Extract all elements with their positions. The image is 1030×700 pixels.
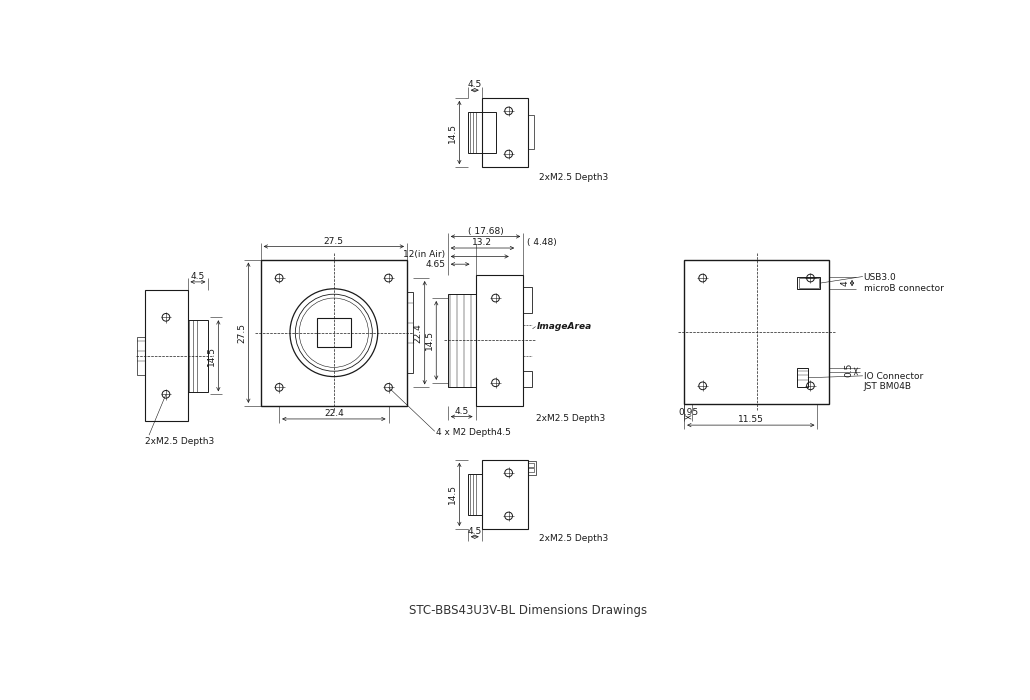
Text: ImageArea: ImageArea: [537, 322, 591, 331]
Text: 4.5: 4.5: [454, 407, 469, 416]
Text: USB3.0
microB connector: USB3.0 microB connector: [863, 274, 943, 293]
Bar: [523, 371, 533, 386]
Bar: [527, 461, 536, 475]
Bar: [797, 368, 808, 387]
Bar: [476, 275, 523, 406]
Text: 2xM2.5 Depth3: 2xM2.5 Depth3: [145, 437, 214, 446]
Text: 4.5: 4.5: [191, 272, 205, 281]
Text: IO Connector
JST BM04B: IO Connector JST BM04B: [863, 372, 923, 391]
Bar: [187, 320, 208, 392]
Text: ( 17.68): ( 17.68): [468, 227, 504, 236]
Bar: [482, 112, 495, 153]
Text: 27.5: 27.5: [323, 237, 344, 246]
Text: 11.55: 11.55: [737, 415, 763, 424]
Text: 2xM2.5 Depth3: 2xM2.5 Depth3: [537, 414, 606, 423]
Text: 12(in Air): 12(in Air): [404, 250, 446, 259]
Bar: [684, 260, 829, 405]
Text: 4.65: 4.65: [425, 260, 446, 269]
Text: 13.2: 13.2: [473, 238, 492, 247]
Bar: [482, 460, 527, 529]
Bar: [407, 293, 413, 373]
Bar: [145, 290, 187, 421]
Text: 4: 4: [840, 280, 850, 286]
Bar: [527, 468, 534, 472]
Bar: [468, 474, 482, 515]
Bar: [798, 279, 819, 288]
Text: 0.95: 0.95: [678, 407, 698, 416]
Text: 14.5: 14.5: [207, 346, 216, 366]
Text: 0.5: 0.5: [845, 363, 854, 377]
Text: 27.5: 27.5: [237, 323, 246, 343]
Text: 4.5: 4.5: [468, 80, 482, 90]
Text: 14.5: 14.5: [424, 330, 434, 351]
Text: 2xM2.5 Depth3: 2xM2.5 Depth3: [540, 174, 609, 182]
Bar: [527, 463, 534, 467]
Bar: [523, 286, 533, 314]
Bar: [482, 98, 527, 167]
Bar: [527, 115, 534, 149]
Text: 22.4: 22.4: [413, 323, 422, 342]
Text: 22.4: 22.4: [324, 409, 344, 418]
Text: 4.5: 4.5: [468, 527, 482, 536]
Bar: [261, 260, 407, 406]
Text: 2xM2.5 Depth3: 2xM2.5 Depth3: [540, 534, 609, 542]
Bar: [137, 337, 145, 375]
Bar: [448, 294, 476, 386]
Text: STC-BBS43U3V-BL Dimensions Drawings: STC-BBS43U3V-BL Dimensions Drawings: [409, 604, 647, 617]
Text: 14.5: 14.5: [448, 484, 457, 505]
Bar: [797, 277, 820, 289]
Bar: [468, 112, 482, 153]
Bar: [317, 318, 351, 347]
Text: ( 4.48): ( 4.48): [527, 238, 557, 247]
Text: 4 x M2 Depth4.5: 4 x M2 Depth4.5: [437, 428, 511, 438]
Text: 14.5: 14.5: [448, 122, 457, 143]
